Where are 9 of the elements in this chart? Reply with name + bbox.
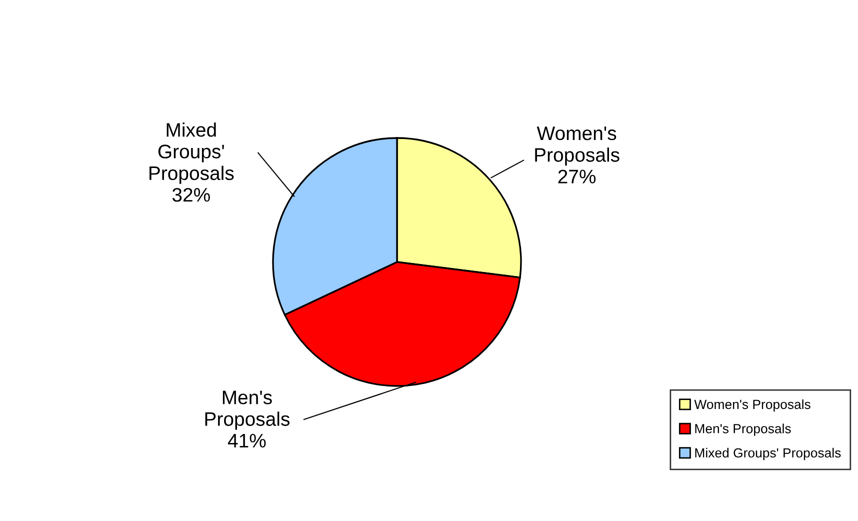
data-label: 32% — [172, 188, 210, 202]
slice-label: Men's Proposals — [205, 390, 290, 430]
legend-label: Mixed Groups' Proposals — [695, 448, 841, 460]
legend-label: Men's Proposals — [695, 424, 791, 436]
data-label: 41% — [228, 434, 266, 448]
slice-label: Mixed Groups' Proposals — [150, 122, 234, 184]
slice-label: Women's Proposals — [535, 126, 620, 166]
data-label: 27% — [558, 170, 596, 184]
legend-label: Women's Proposals — [694, 399, 810, 412]
